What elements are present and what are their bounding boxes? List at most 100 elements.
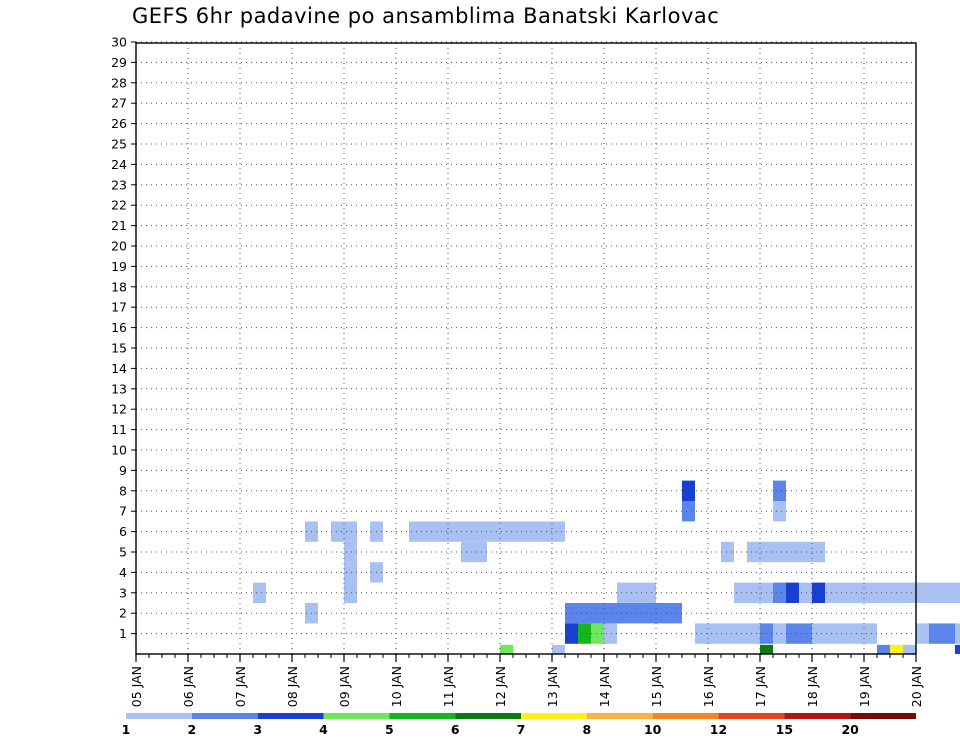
precip-cell	[786, 582, 799, 603]
colorbar-swatch	[784, 713, 851, 719]
x-tick-label: 07 JAN	[233, 666, 248, 707]
precip-cell	[682, 501, 695, 522]
colorbar-label: 3	[253, 722, 262, 737]
x-tick-label: 18 JAN	[805, 666, 820, 707]
precip-cell	[721, 541, 734, 563]
precip-cell	[409, 521, 422, 542]
precip-cell	[773, 623, 786, 644]
y-tick-label: 14	[111, 361, 127, 376]
colorbar-swatch	[521, 713, 587, 719]
y-tick-label: 23	[111, 177, 127, 192]
x-tick-label: 12 JAN	[493, 666, 508, 707]
precip-cell	[578, 603, 591, 624]
precip-cell	[526, 521, 539, 542]
precip-cell	[773, 501, 786, 522]
y-tick-label: 25	[111, 137, 127, 152]
precip-cell	[955, 582, 960, 603]
precip-cell	[890, 644, 903, 654]
y-tick-label: 17	[111, 300, 127, 315]
y-tick-label: 26	[111, 116, 127, 131]
colorbar-label: 10	[644, 722, 662, 737]
precip-cell	[916, 623, 929, 644]
precip-cell	[682, 480, 695, 501]
y-tick-label: 4	[119, 565, 127, 580]
precip-cell	[903, 644, 916, 654]
precip-cell	[773, 541, 786, 563]
precip-cell	[617, 603, 630, 624]
precip-cell	[747, 541, 760, 563]
precip-cell	[461, 541, 474, 563]
precip-cell	[838, 623, 851, 644]
precip-cell	[812, 623, 825, 644]
x-tick-label: 11 JAN	[441, 666, 456, 707]
precip-cell	[864, 582, 877, 603]
precip-cell	[643, 603, 656, 624]
precip-cell	[604, 623, 617, 644]
precip-cell	[812, 541, 825, 563]
precip-cell	[942, 582, 955, 603]
precip-cell	[812, 582, 825, 603]
y-tick-label: 2	[119, 606, 127, 621]
precip-cell	[513, 521, 526, 542]
colorbar-label: 6	[451, 722, 460, 737]
y-tick-label: 27	[111, 96, 127, 111]
y-tick-label: 9	[119, 463, 127, 478]
precip-cell	[799, 541, 812, 563]
x-tick-label: 13 JAN	[545, 666, 560, 707]
colorbar-swatch	[455, 713, 521, 719]
precip-cell	[929, 623, 942, 644]
precip-cell	[448, 521, 461, 542]
x-tick-label: 15 JAN	[649, 666, 664, 707]
colorbar-label: 4	[319, 722, 328, 737]
y-tick-label: 1	[119, 626, 127, 641]
colorbar-label: 12	[710, 722, 727, 737]
x-tick-label: 08 JAN	[285, 666, 300, 707]
precip-cell	[786, 541, 799, 563]
y-tick-label: 18	[111, 279, 127, 294]
precip-cell	[799, 623, 812, 644]
precip-cell	[253, 582, 266, 603]
precip-cell	[539, 521, 552, 542]
precip-cell	[734, 623, 747, 644]
precip-cell	[591, 603, 604, 624]
x-tick-label: 19 JAN	[857, 666, 872, 707]
y-tick-label: 20	[111, 239, 127, 254]
precip-cell	[851, 582, 864, 603]
y-tick-label: 12	[111, 402, 127, 417]
precip-cell	[422, 521, 435, 542]
precip-cell	[344, 521, 357, 542]
precip-cell	[578, 623, 591, 644]
precip-cell	[669, 603, 682, 624]
y-tick-label: 28	[111, 75, 127, 90]
precip-cell	[786, 623, 799, 644]
precip-cell	[747, 623, 760, 644]
precip-cell	[643, 582, 656, 603]
precip-cell	[487, 521, 500, 542]
precip-cell	[747, 582, 760, 603]
precip-cell	[838, 582, 851, 603]
x-tick-label: 06 JAN	[181, 666, 196, 707]
colorbar-label: 15	[776, 722, 793, 737]
precip-cell	[604, 603, 617, 624]
x-tick-label: 05 JAN	[129, 666, 144, 707]
y-tick-label: 8	[119, 483, 127, 498]
colorbar-label: 1	[122, 722, 131, 737]
precip-cell	[331, 521, 344, 542]
colorbar-swatch	[191, 713, 258, 719]
x-tick-label: 20 JAN	[909, 666, 924, 707]
y-tick-label: 11	[111, 422, 127, 437]
y-tick-label: 30	[111, 35, 127, 50]
y-tick-label: 24	[111, 157, 127, 172]
precip-cell	[955, 644, 960, 654]
precip-cell	[591, 623, 604, 644]
x-tick-label: 09 JAN	[337, 666, 352, 707]
precip-cell	[864, 623, 877, 644]
precip-cell	[656, 603, 669, 624]
precip-cell	[344, 582, 357, 603]
precip-cell	[344, 541, 357, 563]
colorbar-label: 20	[841, 722, 859, 737]
precip-cell	[851, 623, 864, 644]
colorbar-swatch	[586, 713, 653, 719]
y-tick-label: 7	[119, 504, 127, 519]
